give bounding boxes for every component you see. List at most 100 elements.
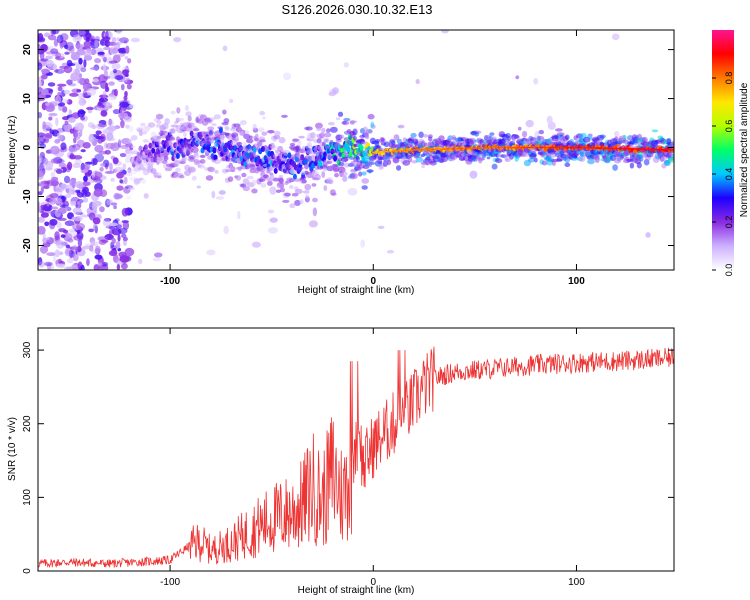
spectrogram-noise-blob: [43, 32, 51, 38]
spectrogram-noise-blob: [46, 202, 50, 207]
spectrogram-halo-blob: [183, 131, 187, 138]
spectrogram-halo-blob: [329, 126, 338, 133]
spectrogram-noise-blob: [78, 30, 86, 36]
spectrogram-noise-blob: [154, 252, 163, 258]
spectrogram-noise-blob: [120, 83, 125, 91]
spectrogram-noise-blob: [103, 142, 108, 150]
spectrogram-noise-blob: [40, 186, 44, 194]
spectrogram-halo-blob: [150, 122, 155, 128]
spectrogram-halo-blob: [222, 109, 227, 115]
spectrogram-halo-blob: [211, 123, 217, 127]
spectrogram-noise-blob: [38, 261, 45, 268]
spectrogram-noise-blob: [72, 207, 83, 215]
spectrogram-halo-blob: [238, 130, 245, 136]
spectrogram-noise-blob: [110, 202, 118, 206]
spectrogram-noise-blob: [90, 48, 97, 56]
spectrogram-noise-blob: [82, 89, 87, 99]
spectrogram-noise-blob: [75, 43, 84, 49]
spectrogram-halo-blob: [276, 189, 281, 193]
spectrogram-halo-blob: [521, 130, 528, 138]
spectrogram-noise-blob: [74, 225, 82, 231]
spectrogram-ridge-blob: [218, 127, 223, 134]
spectrogram-halo-blob: [197, 119, 204, 124]
spectrogram-noise-blob: [111, 36, 117, 43]
spectrogram-noise-blob: [99, 94, 109, 99]
spectrogram-noise-blob: [38, 257, 43, 266]
spectrogram-halo-blob: [491, 163, 498, 170]
spectrogram-noise-blob: [45, 167, 53, 171]
spectrogram-halo-blob: [350, 161, 356, 167]
spectrogram-noise-blob: [124, 116, 132, 123]
spectrogram-halo-blob: [197, 164, 205, 169]
spectrogram-halo-blob: [162, 152, 169, 157]
spectrogram-noise-blob: [121, 207, 129, 217]
spectrogram-noise-blob: [343, 62, 349, 68]
spectrogram-noise-blob: [117, 139, 122, 148]
spectrogram-noise-blob: [92, 176, 101, 182]
spectrogram-halo-blob: [349, 120, 358, 124]
spectrogram-noise-blob: [64, 266, 72, 270]
spectrogram-halo-blob: [369, 162, 376, 165]
spectrogram-noise-blob: [115, 241, 121, 249]
spectrogram-noise-blob: [53, 38, 59, 47]
spectrogram-ridge-blob: [287, 152, 292, 159]
spectrogram-noise-blob: [118, 53, 126, 57]
spectrogram-noise-blob: [38, 49, 47, 53]
spectrogram-noise-blob: [93, 264, 100, 270]
spectrogram-halo-blob: [199, 154, 206, 158]
spectrogram-halo-blob: [422, 134, 429, 138]
spectrogram-noise-blob: [64, 120, 69, 125]
spectrogram-halo-blob: [564, 162, 571, 168]
spectrogram-noise-blob: [71, 216, 76, 221]
spectrogram-noise-blob: [72, 266, 78, 270]
spectrogram-noise-blob: [65, 164, 71, 173]
snr-y-ticks: 0 100 200 300: [22, 341, 674, 574]
spectrogram-halo-blob: [178, 117, 185, 122]
y-tick-label: 10: [22, 93, 33, 105]
spectrogram-noise-blob: [386, 249, 395, 254]
spectrogram-halo-blob: [236, 141, 243, 145]
spectrogram-noise-blob: [116, 185, 124, 191]
spectrogram-noise-blob: [94, 39, 99, 49]
spectrogram-halo-blob: [418, 131, 424, 139]
spectrogram-halo-blob: [337, 111, 344, 117]
spectrogram-noise-blob: [48, 112, 58, 117]
spectrogram-noise-blob: [119, 108, 125, 117]
spectrogram-halo-blob: [493, 139, 498, 144]
spectrogram-noise-blob: [94, 254, 103, 260]
spectrogram-noise-blob: [60, 234, 66, 238]
spectrogram-noise-blob: [50, 171, 56, 178]
spectrogram-noise-blob: [44, 132, 53, 138]
spectrogram-halo-blob: [343, 156, 349, 162]
spectrogram-halo-blob: [283, 192, 291, 197]
spectrogram-noise-blob: [113, 88, 118, 97]
spectrogram-halo-blob: [327, 122, 335, 126]
spectrogram-halo-blob: [289, 203, 296, 209]
spectrogram-noise-blob: [101, 55, 106, 60]
spectrogram-noise-blob: [223, 225, 229, 235]
spectrogram-noise-blob: [66, 59, 73, 67]
spectrogram-halo-blob: [155, 113, 164, 120]
spectrogram-halo-blob: [629, 162, 635, 169]
spectrogram-noise-blob: [38, 62, 43, 71]
spectrogram-halo-blob: [365, 129, 373, 134]
spectrogram-halo-blob: [440, 155, 449, 163]
spectrogram-noise-blob: [103, 63, 107, 73]
spectrogram-noise-blob: [119, 255, 130, 263]
spectrogram-halo-blob: [170, 128, 176, 134]
spectrogram-noise-blob: [377, 225, 385, 230]
spectrogram-noise-blob: [72, 244, 78, 253]
spectrogram-noise-blob: [107, 94, 117, 101]
spectrogram-noise-blob: [533, 77, 539, 85]
spectrogram-halo-blob: [648, 153, 654, 158]
spectrogram-noise-blob: [40, 74, 48, 80]
spectrogram-noise-blob: [83, 175, 88, 182]
spectrogram-noise-blob: [55, 68, 65, 74]
spectrogram-halo-blob: [302, 190, 310, 194]
spectrogram-halo-blob: [513, 134, 520, 139]
spectrogram-noise-blob: [60, 142, 67, 151]
spectrogram-noise-blob: [39, 163, 44, 172]
spectrogram-noise-blob: [75, 64, 85, 70]
spectrogram-noise-blob: [42, 185, 50, 190]
spectrogram-noise-blob: [100, 110, 108, 117]
